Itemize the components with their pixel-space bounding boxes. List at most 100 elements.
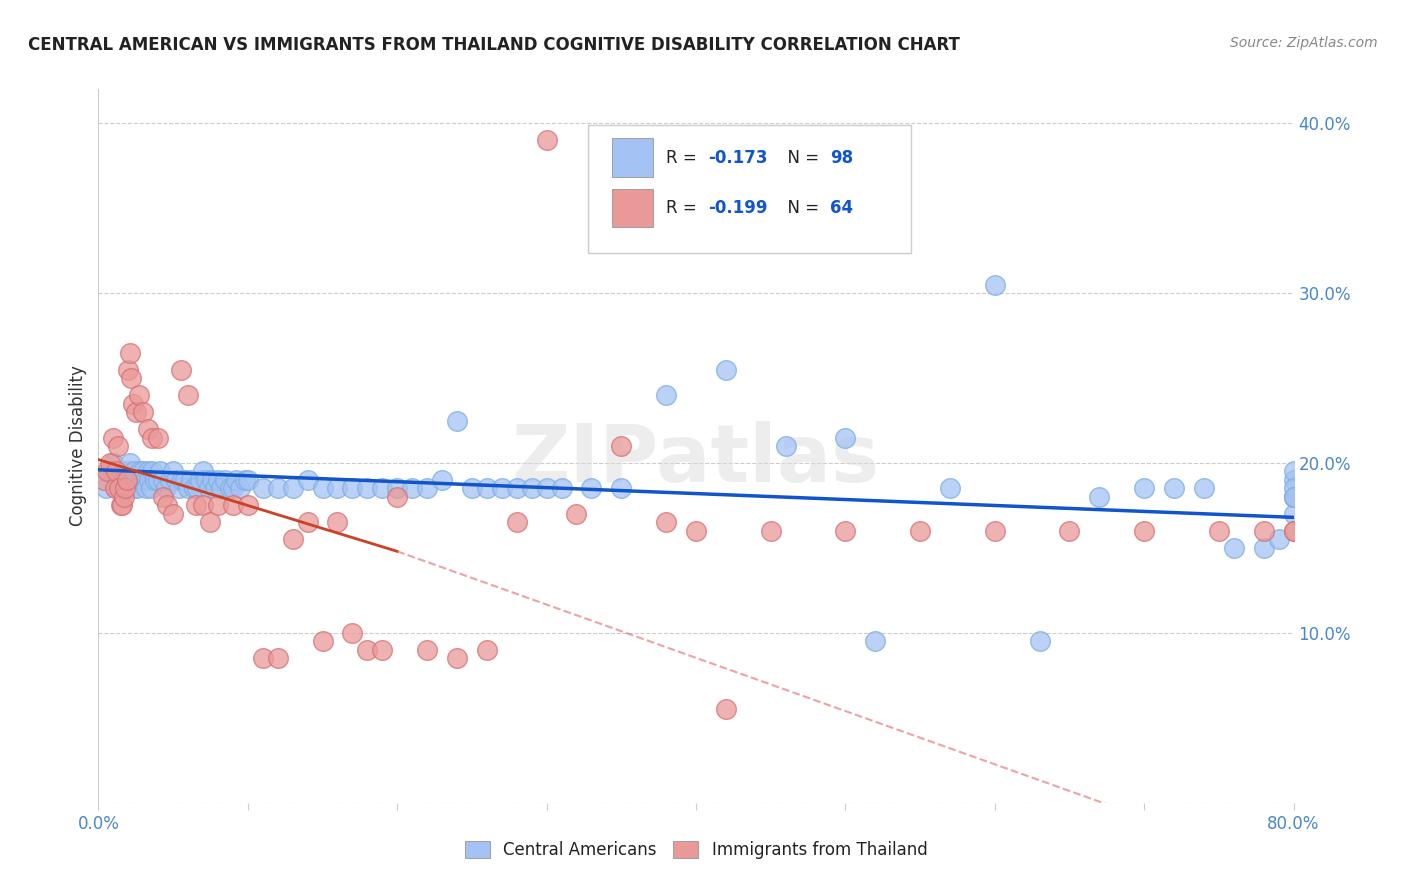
Point bbox=[177, 482, 200, 496]
Point bbox=[908, 524, 931, 538]
Point bbox=[1133, 524, 1156, 538]
Point bbox=[191, 499, 214, 513]
Point bbox=[236, 499, 259, 513]
Point bbox=[401, 482, 423, 496]
Point bbox=[222, 482, 245, 496]
Point bbox=[1088, 490, 1111, 504]
Point bbox=[311, 634, 333, 648]
Point bbox=[105, 482, 128, 496]
Point bbox=[267, 651, 290, 665]
Text: R =: R = bbox=[666, 199, 702, 217]
Point bbox=[225, 473, 247, 487]
Point bbox=[714, 362, 737, 376]
Point bbox=[118, 345, 141, 359]
Point bbox=[356, 643, 378, 657]
Point bbox=[326, 482, 349, 496]
Point bbox=[214, 473, 236, 487]
Point bbox=[115, 473, 138, 487]
Point bbox=[172, 473, 194, 487]
Point bbox=[252, 482, 274, 496]
Point bbox=[222, 499, 245, 513]
Point bbox=[1192, 482, 1215, 496]
Point bbox=[281, 533, 304, 547]
Point bbox=[134, 473, 156, 487]
Point bbox=[219, 482, 242, 496]
Point bbox=[139, 482, 162, 496]
Point bbox=[475, 482, 498, 496]
Point bbox=[385, 490, 409, 504]
Point bbox=[385, 482, 409, 496]
Point bbox=[167, 482, 190, 496]
Point bbox=[1282, 465, 1305, 479]
Point bbox=[984, 277, 1007, 292]
Text: R =: R = bbox=[666, 149, 702, 167]
Point bbox=[204, 482, 226, 496]
Point bbox=[759, 524, 782, 538]
Point bbox=[136, 465, 159, 479]
Point bbox=[229, 482, 252, 496]
Point bbox=[149, 465, 172, 479]
Point bbox=[110, 465, 132, 479]
Text: Source: ZipAtlas.com: Source: ZipAtlas.com bbox=[1230, 36, 1378, 50]
Point bbox=[104, 482, 127, 496]
Point bbox=[162, 507, 184, 521]
Point bbox=[1282, 482, 1305, 496]
Point bbox=[125, 405, 148, 419]
Point bbox=[984, 524, 1007, 538]
Point bbox=[356, 482, 378, 496]
Point bbox=[103, 430, 125, 444]
Point bbox=[162, 465, 184, 479]
FancyBboxPatch shape bbox=[613, 188, 652, 227]
Point bbox=[152, 473, 174, 487]
Text: N =: N = bbox=[778, 199, 824, 217]
Point bbox=[103, 456, 125, 470]
Point bbox=[297, 516, 319, 530]
Point bbox=[207, 473, 229, 487]
Point bbox=[1208, 524, 1230, 538]
FancyBboxPatch shape bbox=[613, 138, 652, 177]
Point bbox=[520, 482, 543, 496]
Point bbox=[132, 405, 155, 419]
Point bbox=[209, 482, 232, 496]
Point bbox=[430, 473, 453, 487]
Point bbox=[125, 473, 148, 487]
Point bbox=[114, 482, 136, 496]
Point bbox=[685, 524, 707, 538]
Point bbox=[156, 499, 179, 513]
Point bbox=[281, 482, 304, 496]
Point bbox=[1282, 473, 1305, 487]
Point bbox=[1163, 482, 1185, 496]
Point bbox=[1223, 541, 1246, 555]
Point bbox=[121, 482, 143, 496]
Point bbox=[117, 362, 139, 376]
Point bbox=[1267, 533, 1289, 547]
Point bbox=[112, 490, 135, 504]
Point bbox=[506, 516, 529, 530]
Legend: Central Americans, Immigrants from Thailand: Central Americans, Immigrants from Thail… bbox=[458, 834, 934, 866]
Point bbox=[165, 473, 187, 487]
Point bbox=[342, 626, 364, 640]
Point bbox=[180, 473, 202, 487]
Point bbox=[297, 473, 319, 487]
Point bbox=[128, 388, 150, 402]
Point bbox=[775, 439, 797, 453]
Point bbox=[416, 482, 439, 496]
Point bbox=[188, 473, 211, 487]
Point bbox=[939, 482, 962, 496]
Point bbox=[610, 439, 633, 453]
Point bbox=[191, 465, 214, 479]
Point bbox=[461, 482, 484, 496]
Point bbox=[1059, 524, 1081, 538]
Point bbox=[1253, 524, 1275, 538]
Point bbox=[233, 473, 256, 487]
Point bbox=[311, 482, 333, 496]
Text: 64: 64 bbox=[830, 199, 853, 217]
Point bbox=[565, 507, 588, 521]
Text: ZIPatlas: ZIPatlas bbox=[512, 421, 880, 500]
Point bbox=[834, 430, 856, 444]
Point bbox=[105, 465, 128, 479]
Point bbox=[148, 473, 170, 487]
Point bbox=[120, 371, 142, 385]
Point bbox=[207, 499, 229, 513]
Point bbox=[94, 482, 117, 496]
